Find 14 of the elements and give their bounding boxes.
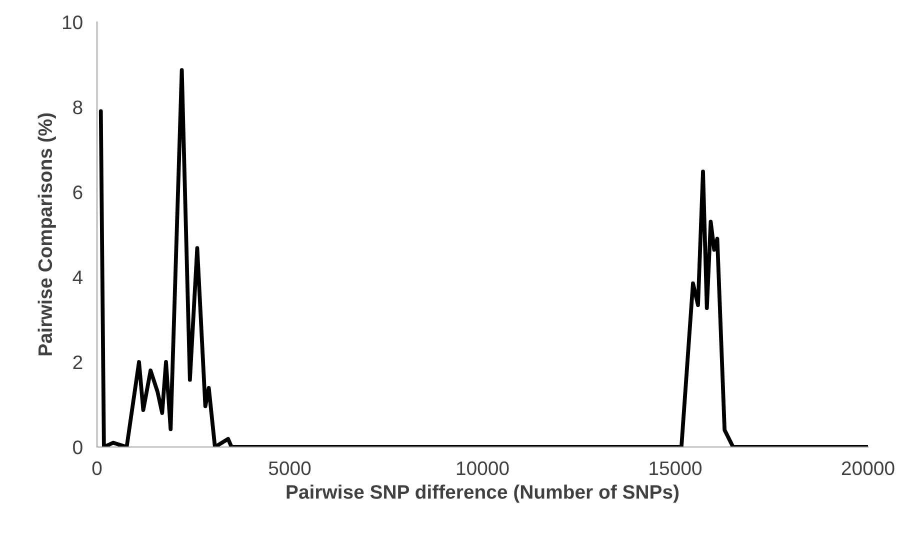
line-series	[98, 68, 868, 447]
x-tick-label: 5000	[268, 461, 311, 476]
x-axis-title: Pairwise SNP difference (Number of SNPs)	[286, 484, 679, 503]
x-tick-label: 20000	[842, 461, 894, 476]
x-tick-label: 15000	[650, 461, 702, 476]
y-tick-label: 4	[72, 270, 83, 284]
y-tick-label: 0	[73, 440, 82, 454]
y-tick-label: 6	[73, 185, 82, 200]
x-tick-label: 0	[92, 461, 102, 476]
y-tick-label: 2	[73, 355, 82, 370]
x-tick-label: 10000	[456, 461, 509, 476]
y-tick-label: 8	[73, 100, 82, 114]
y-tick-label: 10	[62, 15, 82, 30]
y-axis-title: Pairwise Comparisons (%)	[38, 113, 56, 356]
